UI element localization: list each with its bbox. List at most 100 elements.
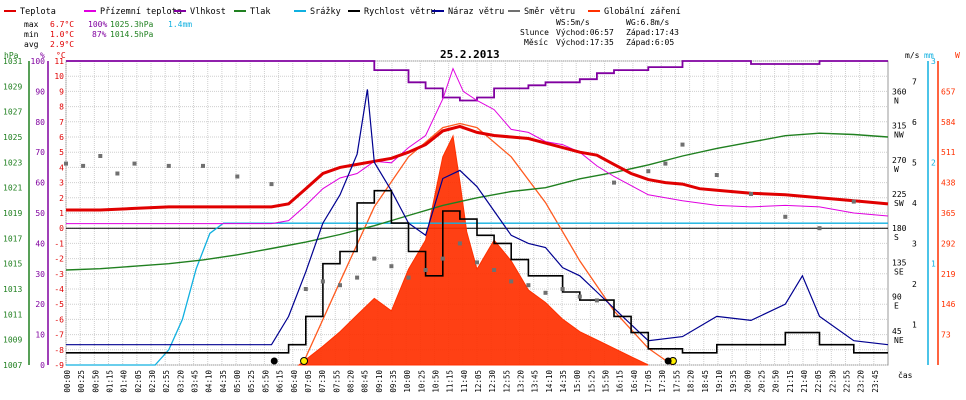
temp-tick: 4 (59, 163, 64, 172)
temp-tick: 3 (59, 179, 64, 188)
time-tick: 07:55 (332, 370, 341, 393)
stat-max-press: 1025.3hPa (110, 20, 154, 29)
legend: Teplota Přízemní teplota Vlhkost Tlak Srážky… (4, 7, 681, 17)
wind-direction-point (560, 287, 565, 291)
time-tick: 04:10 (205, 370, 214, 393)
ms-tick: 6 (912, 118, 917, 127)
series-global-radiation (297, 134, 649, 366)
sun-label: Slunce (520, 28, 549, 37)
direction-label: S (894, 233, 899, 242)
time-tick: 01:40 (120, 370, 129, 393)
time-tick: 16:15 (616, 370, 625, 393)
time-tick: 05:00 (233, 370, 242, 393)
hpa-tick: 1031 (3, 57, 22, 66)
moon-label: Měsíc (524, 38, 548, 47)
wm2-tick: 438 (941, 179, 956, 188)
temp-tick: -2 (54, 255, 64, 264)
time-tick: 10:25 (417, 370, 426, 393)
stat-avg-label: avg (24, 40, 39, 49)
temp-tick: 6 (59, 133, 64, 142)
wm2-tick: 584 (941, 118, 956, 127)
temp-tick: 9 (59, 87, 64, 96)
mm-axis-unit: mm (924, 51, 934, 60)
direction-tick: 225 (892, 190, 907, 199)
time-tick: 02:55 (162, 370, 171, 393)
stat-max-hum: 100% (88, 20, 107, 29)
wm2-tick: 657 (941, 87, 956, 96)
pct-axis-unit: % (40, 51, 45, 60)
time-tick: 03:45 (191, 370, 200, 393)
chart-title: 25.2.2013 (440, 48, 500, 61)
legend-item: Tlak (250, 7, 270, 17)
time-tick: 11:15 (446, 370, 455, 393)
time-tick: 01:15 (106, 370, 115, 393)
ms-tick: 7 (912, 77, 917, 86)
pct-tick: 90 (35, 87, 45, 96)
stat-min-hum: 87% (92, 30, 107, 39)
mm-tick: 3 (931, 57, 936, 66)
temp-tick: -9 (54, 361, 64, 370)
pct-tick: 80 (35, 118, 45, 127)
stat-max-label: max (24, 20, 39, 29)
wind-direction-point (372, 256, 377, 261)
time-tick: 10:00 (403, 370, 412, 393)
wind-direction-point (64, 161, 68, 166)
direction-tick: 45 (892, 327, 902, 336)
time-tick: 17:55 (672, 370, 681, 393)
stat-min-press: 1014.5hPa (110, 30, 154, 39)
wm2-tick: 292 (941, 239, 956, 248)
series-wind-direction (64, 142, 856, 303)
hpa-tick: 1011 (3, 310, 22, 319)
temp-tick: 5 (59, 148, 64, 157)
time-tick: 07:30 (318, 370, 327, 393)
time-tick: 18:20 (687, 370, 696, 393)
mm-tick: 2 (931, 158, 936, 167)
wind-direction-point (406, 275, 411, 280)
legend-item: Teplota (20, 7, 56, 17)
time-tick: 12:55 (502, 370, 511, 393)
time-tick: 04:35 (219, 370, 228, 393)
time-tick: 14:10 (545, 370, 554, 393)
temp-tick: -6 (54, 315, 64, 324)
hpa-tick: 1017 (3, 234, 22, 243)
wind-direction-point (389, 264, 394, 269)
temp-tick: -3 (54, 270, 64, 279)
pct-tick: 40 (35, 239, 45, 248)
direction-label: SE (894, 267, 904, 276)
stat-min-temp: 1.0°C (50, 30, 74, 39)
time-tick: 12:05 (474, 370, 483, 393)
wind-direction-point (320, 279, 325, 284)
ms-axis-unit: m/s (905, 51, 920, 60)
time-tick: 06:40 (290, 370, 299, 393)
wm2-tick: 146 (941, 300, 956, 309)
series-humidity (66, 60, 888, 102)
wind-direction-point (166, 163, 171, 168)
wind-direction-point (663, 161, 668, 166)
wm2-axis-unit: W (955, 51, 960, 60)
time-tick: 13:20 (517, 370, 526, 393)
temp-tick: 1 (59, 209, 64, 218)
time-tick: 00:25 (77, 370, 86, 393)
wind-direction-point (115, 171, 120, 176)
direction-tick: 180 (892, 224, 907, 233)
pct-tick: 100 (31, 57, 46, 66)
pct-tick: 60 (35, 179, 45, 188)
sun-rise: Východ:06:57 (556, 28, 614, 37)
wind-direction-point (851, 199, 856, 204)
wm2-tick: 73 (941, 331, 951, 340)
hpa-tick: 1023 (3, 158, 22, 167)
time-tick: 19:10 (715, 370, 724, 393)
ms-tick: 3 (912, 239, 917, 248)
time-tick: 17:30 (658, 370, 667, 393)
direction-tick: 270 (892, 156, 907, 165)
legend-item: Směr větru (524, 7, 575, 17)
ms-tick: 4 (912, 199, 917, 208)
hpa-axis-unit: hPa (4, 51, 19, 60)
pct-tick: 10 (35, 331, 45, 340)
time-tick: 15:00 (573, 370, 582, 393)
wm2-tick: 365 (941, 209, 956, 218)
sun-set: Západ:17:43 (626, 28, 679, 37)
time-tick: 08:45 (361, 370, 370, 393)
wm2-tick: 511 (941, 148, 956, 157)
temp-tick: 0 (59, 224, 64, 233)
